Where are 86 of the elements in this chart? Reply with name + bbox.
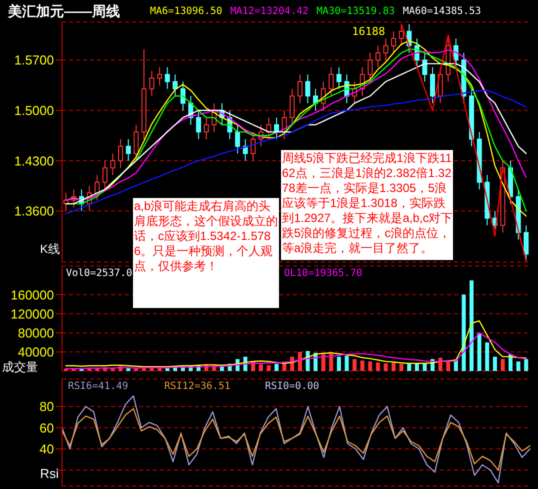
bar (500, 359, 505, 371)
candlestick (110, 152, 116, 176)
line-series (61, 408, 531, 471)
bar (407, 364, 412, 371)
candlestick (94, 174, 100, 201)
candlestick (134, 124, 139, 162)
candlestick (336, 66, 342, 90)
candlestick (157, 66, 162, 86)
line-series (65, 332, 527, 370)
candlestick (180, 81, 186, 111)
bar (392, 362, 396, 371)
series-label: RSI6=41.49 (68, 381, 128, 392)
bar (368, 361, 372, 371)
candlestick (204, 117, 209, 140)
y-tick-label: 40 (40, 442, 54, 457)
candlestick (102, 160, 108, 190)
candlestick (422, 52, 428, 82)
bar (352, 359, 357, 371)
text: MA12=13204.42 (230, 6, 309, 17)
y-tick-label: 40000 (18, 344, 54, 360)
candlestick (297, 74, 302, 104)
bar (266, 365, 271, 371)
candlestick (368, 52, 373, 82)
annotation: RSI0=0.00 (265, 381, 320, 392)
candlestick (172, 74, 178, 97)
bar (329, 354, 334, 371)
text: MA30=13519.83 (316, 6, 395, 17)
bar (524, 359, 528, 371)
text: MA60=14385.53 (402, 6, 482, 17)
candlestick (391, 30, 396, 54)
candlestick (290, 88, 295, 126)
y-tick-label: 1.5000 (14, 103, 54, 118)
candlestick (398, 24, 404, 46)
candlestick (235, 124, 240, 154)
text: 成交量 (2, 359, 38, 376)
candlestick (196, 110, 202, 140)
line-series (65, 320, 527, 368)
bar (438, 358, 442, 371)
y-tick-label: 120000 (10, 306, 54, 322)
annotation: OL10=19365.70 (284, 268, 362, 279)
bar (360, 360, 364, 371)
bar (321, 354, 326, 371)
bar (258, 364, 263, 371)
candlestick (383, 38, 388, 61)
candlestick (438, 66, 443, 104)
annotation: Vol0=2537.0 (66, 268, 132, 279)
y-tick-label: 80000 (18, 325, 54, 340)
text: MA6=13096.50 (150, 6, 222, 17)
line-series (61, 395, 531, 484)
text: Rsi (40, 466, 59, 481)
annotation: 16188 (352, 25, 386, 38)
bar (274, 364, 279, 371)
bar (298, 352, 302, 371)
bar (462, 294, 466, 371)
bar (492, 356, 497, 371)
candlestick (328, 66, 334, 97)
candlestick (164, 66, 170, 90)
bar (516, 361, 520, 371)
bar (336, 356, 341, 371)
bar (399, 364, 404, 371)
y-tick-label: 60 (40, 420, 54, 436)
bar (485, 342, 490, 371)
y-tick-label: 80 (40, 399, 54, 414)
candlestick (118, 138, 124, 168)
bar (344, 356, 349, 371)
chart-title: 美汇加元——周线 (8, 3, 120, 21)
y-tick-label: 160000 (10, 287, 54, 302)
candlestick (126, 138, 131, 162)
candlestick (524, 224, 529, 262)
bar (376, 362, 380, 371)
bar (422, 364, 427, 371)
candlestick (250, 131, 256, 162)
bar (414, 363, 419, 371)
bar (477, 332, 482, 371)
text: K线 (40, 241, 60, 258)
candlestick (149, 70, 154, 97)
bar (470, 280, 474, 371)
y-tick-label: 1.5700 (14, 52, 54, 68)
text: RSI12=36.51 (164, 381, 230, 392)
candlestick (375, 45, 380, 68)
y-tick-label: 1.3600 (14, 204, 54, 219)
candlestick (430, 66, 436, 104)
candlestick (305, 74, 310, 104)
y-tick-label: 1.4300 (14, 153, 54, 168)
bar (384, 363, 388, 371)
annotation: a,b浪可能走成右肩高的头肩底形态，这个假设成立的话，c应该到1.5342-1.5786。只是一种预测，个人观点，仅供参考！ (133, 198, 279, 274)
